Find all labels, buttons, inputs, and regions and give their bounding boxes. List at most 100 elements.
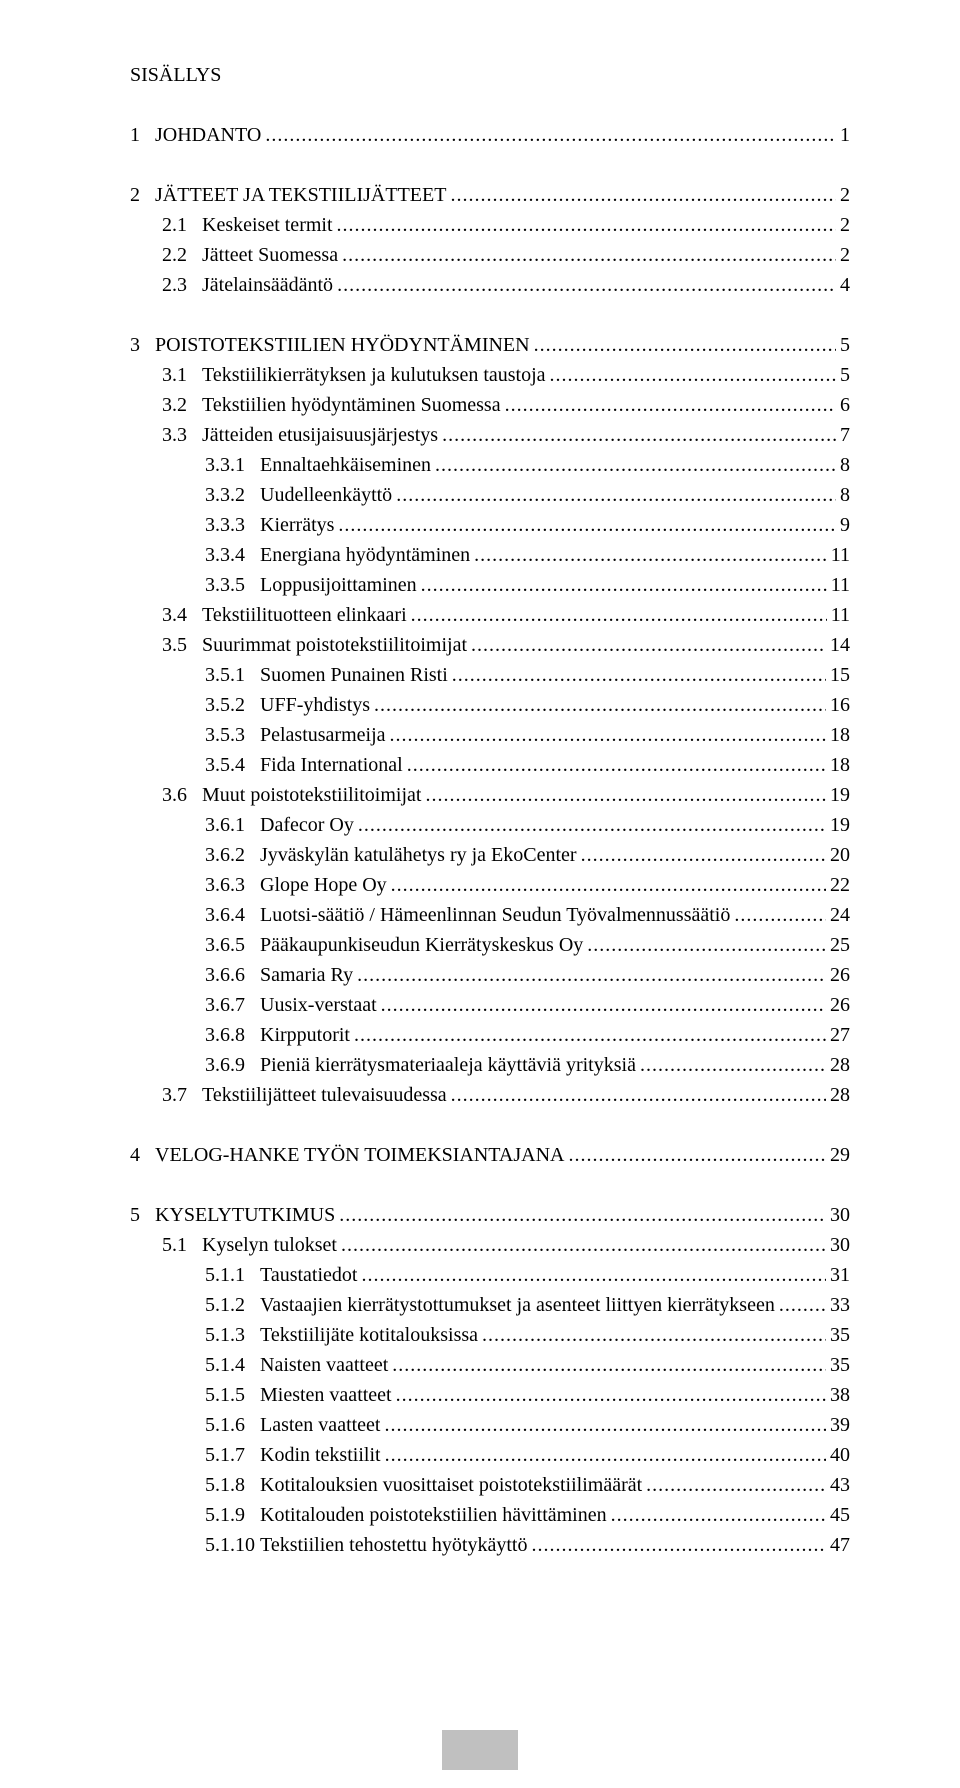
toc-leader-dots [550,360,836,390]
toc-leader-dots [396,480,836,510]
toc-entry-label: 2.3 Jätelainsäädäntö [162,270,333,300]
toc-entry-page: 27 [830,1020,850,1050]
page-number-placeholder [442,1730,518,1770]
toc-leader-dots [587,930,826,960]
toc-entry: 5.1.7 Kodin tekstiilit40 [130,1440,850,1470]
toc-entry: 3.6.1 Dafecor Oy 19 [130,810,850,840]
toc-entry: 2 JÄTTEET JA TEKSTIILIJÄTTEET2 [130,180,850,210]
toc-entry-label: 5.1.10 Tekstiilien tehostettu hyötykäytt… [205,1530,527,1560]
toc-leader-dots [442,420,836,450]
toc-entry-page: 14 [830,630,850,660]
toc-entry-page: 35 [830,1350,850,1380]
toc-leader-dots [474,540,827,570]
toc-entry-label: 3.3.3 Kierrätys [205,510,334,540]
toc-entry-label: 5.1.9 Kotitalouden poistotekstiilien häv… [205,1500,607,1530]
toc-leader-dots [531,1530,826,1560]
toc-entry: 5.1.5 Miesten vaatteet38 [130,1380,850,1410]
toc-entry-label: 3.6.3 Glope Hope Oy [205,870,387,900]
toc-entry-label: 3.6.8 Kirpputorit [205,1020,350,1050]
toc-leader-dots [452,660,826,690]
toc-leader-dots [421,570,827,600]
toc-leader-dots [339,1200,826,1230]
toc-entry-label: 5.1.3 Tekstiilijäte kotitalouksissa [205,1320,478,1350]
toc-entry-page: 11 [831,540,850,570]
toc-entry-page: 31 [830,1260,850,1290]
toc-entry-label: 3.6.6 Samaria Ry [205,960,353,990]
toc-entry: 3.3.1 Ennaltaehkäiseminen 8 [130,450,850,480]
toc-entry: 5.1.2 Vastaajien kierrätystottumukset ja… [130,1290,850,1320]
toc-entry: 3.5.4 Fida International 18 [130,750,850,780]
toc-entry-page: 28 [830,1050,850,1080]
toc-entry-page: 5 [840,360,850,390]
toc-entry-label: 3.6.1 Dafecor Oy [205,810,354,840]
toc-entry: 3.6.3 Glope Hope Oy22 [130,870,850,900]
toc-entry-page: 9 [840,510,850,540]
toc-entry: 5.1.6 Lasten vaatteet39 [130,1410,850,1440]
toc-leader-dots [407,750,826,780]
toc-entry-page: 1 [840,120,850,150]
toc-entry-page: 30 [830,1200,850,1230]
toc-leader-dots [385,1440,826,1470]
toc-leader-dots [390,720,826,750]
toc-entry-page: 45 [830,1500,850,1530]
toc-entry: 3.4 Tekstiilituotteen elinkaari 11 [130,600,850,630]
toc-entry-label: 3.5.1 Suomen Punainen Risti [205,660,448,690]
toc-entry-page: 19 [830,780,850,810]
toc-entry-page: 11 [831,600,850,630]
toc-leader-dots [534,330,836,360]
toc-entry-label: 3.3.1 Ennaltaehkäiseminen [205,450,431,480]
toc-leader-dots [482,1320,826,1350]
toc-leader-dots [451,1080,826,1110]
toc-entry: 3.3.4 Energiana hyödyntäminen11 [130,540,850,570]
toc-entry-page: 7 [840,420,850,450]
toc-leader-dots [505,390,836,420]
toc-leader-dots [450,180,836,210]
toc-entry-label: 3.5.4 Fida International [205,750,403,780]
toc-entry-label: 3.5.3 Pelastusarmeija [205,720,386,750]
toc-entry-page: 26 [830,990,850,1020]
toc-leader-dots [385,1410,827,1440]
toc-entry-label: 5.1.7 Kodin tekstiilit [205,1440,381,1470]
toc-entry-page: 8 [840,450,850,480]
toc-entry-label: 1 JOHDANTO [130,120,261,150]
toc-entry-page: 29 [830,1140,850,1170]
toc-entry-label: 5.1.4 Naisten vaatteet [205,1350,388,1380]
toc-leader-dots [411,600,827,630]
toc-entry: 4 VELOG-HANKE TYÖN TOIMEKSIANTAJANA29 [130,1140,850,1170]
toc-leader-dots [391,870,826,900]
toc-entry-label: 2 JÄTTEET JA TEKSTIILIJÄTTEET [130,180,446,210]
toc-entry-page: 24 [830,900,850,930]
toc-entry-label: 3.3 Jätteiden etusijaisuusjärjestys [162,420,438,450]
toc-entry-page: 19 [830,810,850,840]
toc-entry-label: 3.7 Tekstiilijätteet tulevaisuudessa [162,1080,447,1110]
toc-entry-label: 3.6.7 Uusix-verstaat [205,990,377,1020]
toc-entry: 5.1.1 Taustatiedot 31 [130,1260,850,1290]
toc-entry-label: 5.1.8 Kotitalouksien vuosittaiset poisto… [205,1470,642,1500]
toc-entry: 2.1 Keskeiset termit 2 [130,210,850,240]
toc-entry: 5.1.9 Kotitalouden poistotekstiilien häv… [130,1500,850,1530]
toc-entry-label: 5.1.1 Taustatiedot [205,1260,357,1290]
toc-entry-label: 3.4 Tekstiilituotteen elinkaari [162,600,407,630]
toc-entry-label: 5.1.6 Lasten vaatteet [205,1410,381,1440]
toc-leader-dots [435,450,836,480]
toc-entry: 3.3.2 Uudelleenkäyttö8 [130,480,850,510]
toc-leader-dots [471,630,826,660]
toc-entry: 3.3 Jätteiden etusijaisuusjärjestys 7 [130,420,850,450]
toc-entry: 3 POISTOTEKSTIILIEN HYÖDYNTÄMINEN5 [130,330,850,360]
toc-entry-label: 3.3.5 Loppusijoittaminen [205,570,417,600]
toc-leader-dots [425,780,826,810]
toc-entry: 5.1.3 Tekstiilijäte kotitalouksissa35 [130,1320,850,1350]
toc-entry-page: 33 [830,1290,850,1320]
toc-entry-label: 5.1.2 Vastaajien kierrätystottumukset ja… [205,1290,775,1320]
toc-entry-label: 3.6.4 Luotsi-säätiö / Hämeenlinnan Seudu… [205,900,730,930]
toc-entry-label: 5 KYSELYTUTKIMUS [130,1200,335,1230]
toc-leader-dots [342,240,836,270]
toc-entry-label: 5.1 Kyselyn tulokset [162,1230,337,1260]
toc-leader-dots [568,1140,826,1170]
toc-entry-page: 2 [840,210,850,240]
toc-entry-page: 18 [830,750,850,780]
toc-leader-dots [640,1050,826,1080]
toc-entry-label: 2.1 Keskeiset termit [162,210,333,240]
toc-leader-dots [392,1350,826,1380]
toc-entry-page: 20 [830,840,850,870]
